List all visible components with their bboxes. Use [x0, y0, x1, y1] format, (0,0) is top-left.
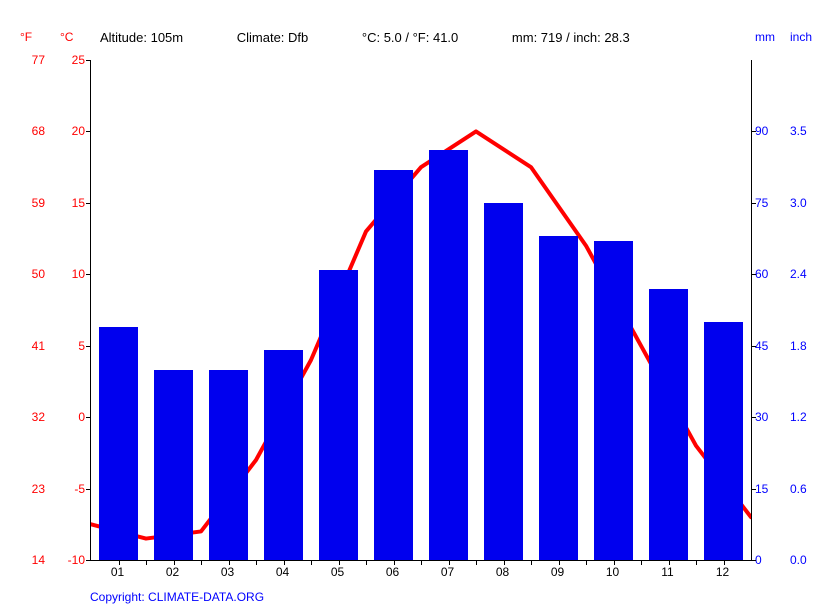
plot-area: [90, 60, 752, 561]
mm-tick: 30: [755, 410, 768, 424]
celsius-tick: 25: [72, 53, 85, 67]
month-tick: 05: [318, 565, 358, 579]
month-tick: 02: [153, 565, 193, 579]
chart-header: Altitude: 105m Climate: Dfb °C: 5.0 / °F…: [100, 30, 765, 45]
inch-tick: 3.0: [790, 196, 807, 210]
month-tick: 09: [538, 565, 578, 579]
precipitation-bar: [374, 170, 413, 560]
celsius-tick: 5: [78, 339, 85, 353]
precipitation-bar: [484, 203, 523, 560]
inch-tick: 1.8: [790, 339, 807, 353]
fahrenheit-tick: 59: [32, 196, 45, 210]
mm-axis: 9075604530150: [755, 60, 780, 560]
mm-tick: 75: [755, 196, 768, 210]
inch-tick: 2.4: [790, 267, 807, 281]
fahrenheit-tick: 77: [32, 53, 45, 67]
climate-chart: Altitude: 105m Climate: Dfb °C: 5.0 / °F…: [0, 0, 815, 611]
fahrenheit-tick: 14: [32, 553, 45, 567]
month-tick: 10: [593, 565, 633, 579]
mm-tick: 60: [755, 267, 768, 281]
month-tick: 07: [428, 565, 468, 579]
precipitation-bar: [264, 350, 303, 560]
celsius-tick: 20: [72, 124, 85, 138]
celsius-axis: 2520151050-5-10: [60, 60, 85, 560]
celsius-tick: 0: [78, 410, 85, 424]
fahrenheit-tick: 68: [32, 124, 45, 138]
f-axis-title: °F: [20, 30, 32, 44]
month-tick: 11: [648, 565, 688, 579]
c-axis-title: °C: [60, 30, 73, 44]
month-tick: 04: [263, 565, 303, 579]
inch-tick: 1.2: [790, 410, 807, 424]
fahrenheit-tick: 50: [32, 267, 45, 281]
precipitation-bar: [319, 270, 358, 560]
fahrenheit-tick: 23: [32, 482, 45, 496]
inch-tick: 0.0: [790, 553, 807, 567]
celsius-tick: 10: [72, 267, 85, 281]
mm-tick: 90: [755, 124, 768, 138]
precipitation-label: mm: 719 / inch: 28.3: [512, 30, 630, 45]
month-tick: 08: [483, 565, 523, 579]
fahrenheit-axis: 7768595041322314: [20, 60, 45, 560]
precipitation-bar: [209, 370, 248, 560]
precipitation-bar: [99, 327, 138, 560]
mm-tick: 45: [755, 339, 768, 353]
celsius-tick: 15: [72, 196, 85, 210]
celsius-tick: -5: [74, 482, 85, 496]
celsius-tick: -10: [68, 553, 85, 567]
precipitation-bar: [594, 241, 633, 560]
fahrenheit-tick: 32: [32, 410, 45, 424]
mm-axis-title: mm: [755, 30, 775, 44]
fahrenheit-tick: 41: [32, 339, 45, 353]
precipitation-bar: [154, 370, 193, 560]
inch-axis-title: inch: [790, 30, 812, 44]
inch-tick: 3.5: [790, 124, 807, 138]
month-tick: 01: [98, 565, 138, 579]
inch-axis: 3.53.02.41.81.20.60.0: [790, 60, 815, 560]
precipitation-bar: [649, 289, 688, 560]
month-tick: 12: [703, 565, 743, 579]
copyright-text: Copyright: CLIMATE-DATA.ORG: [90, 590, 264, 604]
altitude-label: Altitude: 105m: [100, 30, 183, 45]
precipitation-bar: [539, 236, 578, 560]
mm-tick: 15: [755, 482, 768, 496]
month-tick: 06: [373, 565, 413, 579]
climate-label: Climate: Dfb: [237, 30, 309, 45]
precipitation-bar: [704, 322, 743, 560]
inch-tick: 0.6: [790, 482, 807, 496]
precipitation-bar: [429, 150, 468, 560]
mm-tick: 0: [755, 553, 762, 567]
month-tick: 03: [208, 565, 248, 579]
temperature-label: °C: 5.0 / °F: 41.0: [362, 30, 458, 45]
